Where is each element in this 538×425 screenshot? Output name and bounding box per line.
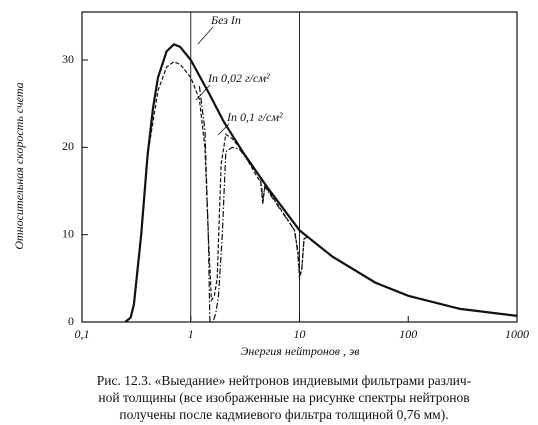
x-tick-label: 1	[188, 327, 194, 341]
y-tick-label: 20	[62, 139, 74, 153]
y-axis-label: Относительная скорость счета	[12, 82, 26, 249]
y-tick-label: 10	[62, 226, 74, 240]
caption-line: Рис. 12.3. «Выедание» нейтронов индиевым…	[97, 373, 472, 388]
y-tick-label: 30	[62, 52, 74, 66]
series-line	[146, 61, 309, 303]
x-tick-label: 10	[294, 327, 306, 341]
series-label: Без In	[210, 13, 241, 27]
x-tick-label: 0,1	[75, 327, 90, 341]
leader-line	[197, 26, 214, 45]
series-label: In 0,02 г/см²	[207, 71, 270, 85]
x-axis-label: Энергия нейтронов , эв	[240, 344, 359, 358]
x-tick-label: 1000	[505, 327, 529, 341]
series-label: In 0,1 г/см²	[226, 110, 283, 124]
caption-line: получены после кадмиевого фильтра толщин…	[119, 407, 448, 422]
series-line	[198, 86, 309, 323]
leader-line	[195, 84, 211, 101]
x-tick-label: 100	[399, 327, 417, 341]
caption-line: ной толщины (все изображенные на рисунке…	[98, 390, 469, 405]
leader-line	[217, 123, 230, 136]
series-line	[124, 43, 518, 323]
y-tick-label: 0	[68, 314, 74, 328]
